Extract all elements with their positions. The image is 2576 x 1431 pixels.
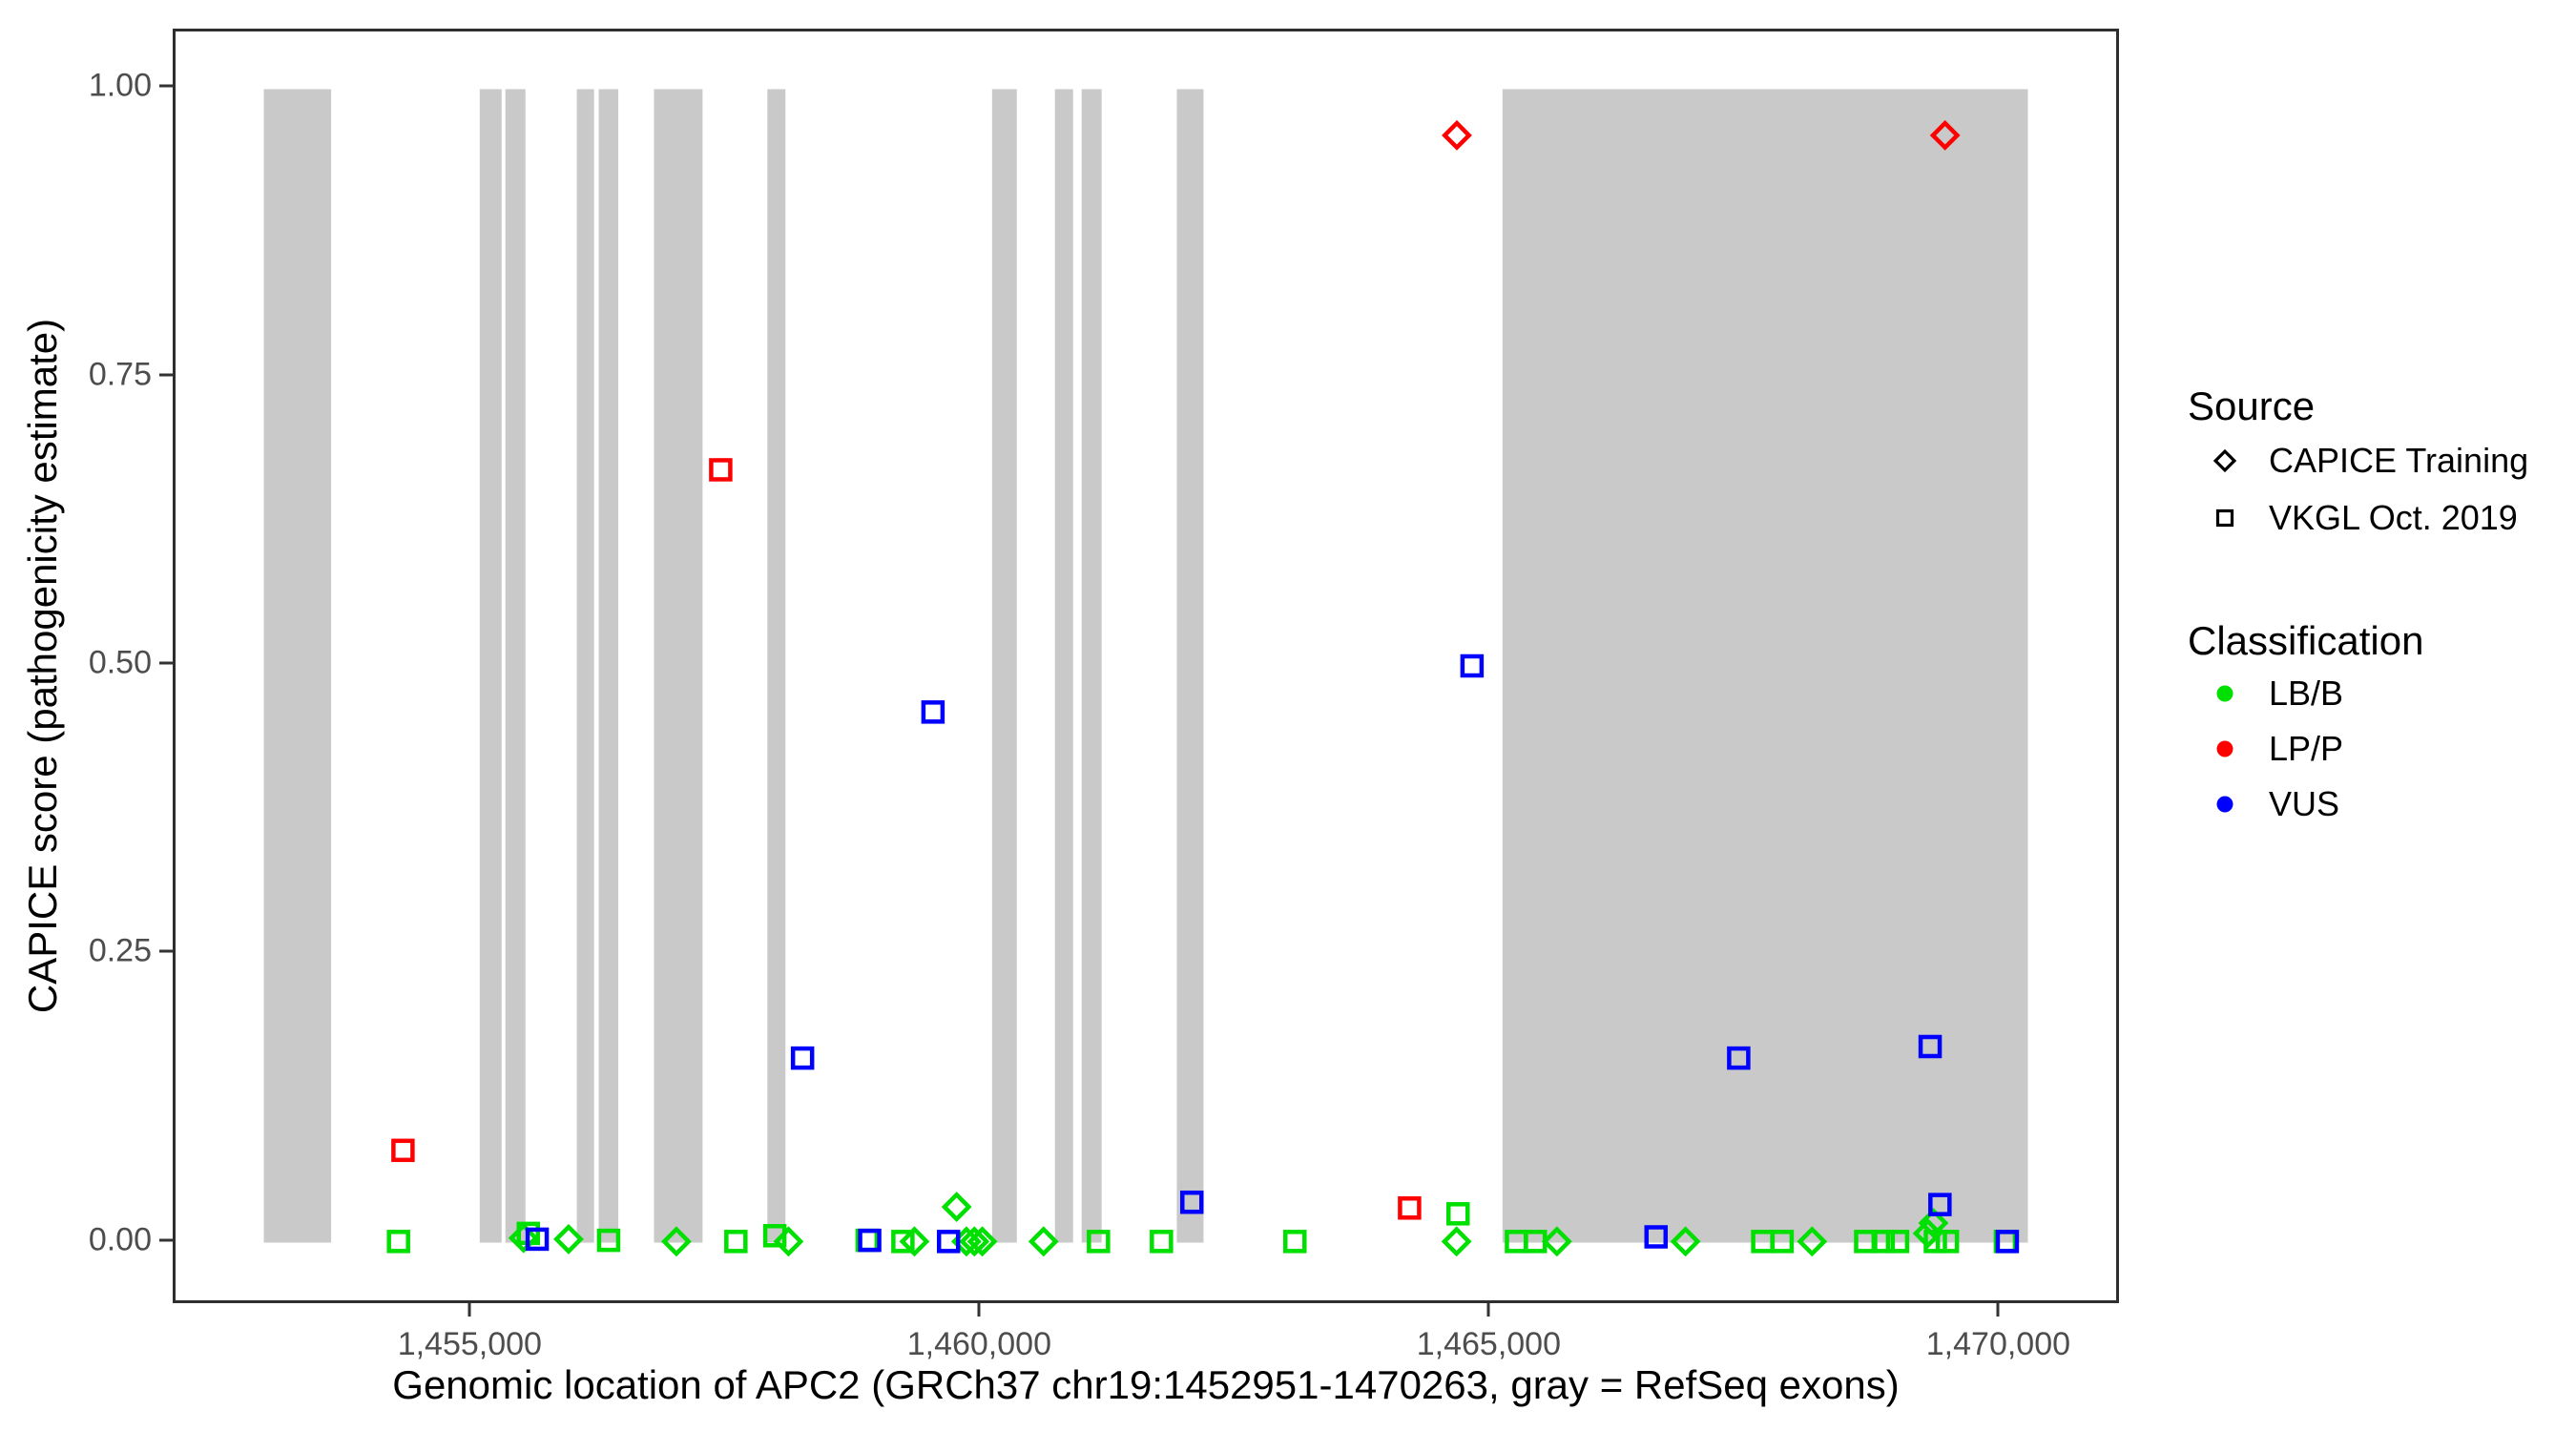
data-point — [941, 1192, 972, 1222]
x-axis-tick — [467, 1303, 471, 1317]
x-axis-tick-label: 1,465,000 — [1416, 1326, 1562, 1362]
data-point — [1935, 1230, 1960, 1254]
exon-band — [991, 89, 1017, 1243]
x-axis-tick — [977, 1303, 981, 1317]
legend-title-classification: Classification — [2188, 618, 2424, 663]
y-axis-tick — [159, 661, 173, 665]
data-point — [921, 700, 945, 724]
exon-band — [479, 89, 502, 1243]
data-point — [899, 1226, 930, 1257]
data-point — [1446, 1202, 1470, 1226]
diamond-outline-icon — [2212, 448, 2237, 473]
x-axis-tick — [1996, 1303, 2000, 1317]
data-point — [891, 1230, 915, 1254]
exon-band — [1502, 89, 2028, 1243]
x-axis-tick-label: 1,455,000 — [397, 1326, 542, 1362]
exon-band — [1176, 89, 1204, 1243]
data-point — [596, 1228, 621, 1253]
data-point — [951, 1226, 982, 1257]
data-point — [959, 1226, 990, 1257]
legend-item-label: VKGL Oct. 2019 — [2269, 498, 2518, 537]
data-point — [1912, 1217, 1943, 1249]
plot-panel — [173, 29, 2119, 1303]
legend-item-label: CAPICE Training — [2269, 441, 2529, 480]
exon-band — [576, 89, 594, 1243]
data-point — [1918, 1208, 1949, 1238]
data-point — [1797, 1226, 1828, 1257]
data-point — [858, 1228, 882, 1253]
legend-item-label: LB/B — [2269, 674, 2344, 713]
exon-band — [598, 89, 619, 1243]
data-point — [1541, 1226, 1572, 1257]
data-point — [1727, 1046, 1751, 1070]
y-axis-tick — [159, 949, 173, 953]
scatter-plot — [263, 89, 2028, 1257]
dot-icon — [2216, 740, 2233, 757]
data-point — [661, 1226, 692, 1257]
exon-band — [654, 89, 703, 1243]
data-point — [773, 1226, 804, 1257]
exon-band — [767, 89, 786, 1243]
y-axis-tick — [159, 84, 173, 88]
data-point — [1180, 1190, 1204, 1214]
y-axis-tick — [159, 373, 173, 377]
data-point — [1283, 1230, 1307, 1254]
legend-item-label: LP/P — [2269, 729, 2344, 768]
data-point — [1929, 119, 1961, 151]
exon-band — [505, 89, 526, 1243]
data-point — [1441, 1226, 1472, 1257]
data-point — [1150, 1230, 1174, 1254]
y-axis-tick-label: 0.00 — [88, 1221, 152, 1258]
data-point — [525, 1227, 550, 1252]
data-point — [1398, 1196, 1422, 1220]
data-point — [709, 458, 733, 482]
data-point — [1087, 1230, 1111, 1254]
square-outline-icon — [2215, 508, 2234, 528]
dot-icon — [2216, 685, 2233, 702]
dot-icon — [2216, 796, 2233, 813]
legend-title-source: Source — [2188, 384, 2316, 428]
data-point — [1644, 1225, 1669, 1249]
exon-band — [1054, 89, 1073, 1243]
y-axis-tick-label: 0.25 — [88, 932, 152, 969]
data-point — [386, 1230, 410, 1254]
x-axis-tick-label: 1,460,000 — [906, 1326, 1051, 1362]
data-point — [1028, 1226, 1059, 1257]
exon-band — [1081, 89, 1102, 1243]
data-point — [724, 1230, 748, 1254]
data-point — [790, 1046, 815, 1070]
data-point — [1670, 1226, 1701, 1257]
x-axis-title: Genomic location of APC2 (GRCh37 chr19:1… — [392, 1362, 1900, 1407]
data-point — [1995, 1230, 2020, 1254]
data-point — [553, 1224, 584, 1255]
legend-item-label: VUS — [2269, 784, 2340, 823]
data-point — [1918, 1034, 1942, 1059]
data-point — [966, 1226, 998, 1257]
data-point — [1928, 1192, 1952, 1216]
x-axis-tick-label: 1,470,000 — [1925, 1326, 2071, 1362]
y-axis-tick-label: 0.75 — [88, 356, 152, 393]
data-point — [1770, 1230, 1795, 1254]
data-point — [1442, 119, 1472, 151]
y-axis-tick-label: 0.50 — [88, 644, 152, 681]
y-axis-tick — [159, 1238, 173, 1242]
data-point — [936, 1230, 961, 1254]
x-axis-tick — [1486, 1303, 1490, 1317]
exon-band — [263, 89, 332, 1243]
data-point — [1885, 1230, 1910, 1254]
data-point — [1871, 1230, 1896, 1254]
y-axis-tick-label: 1.00 — [88, 67, 152, 104]
data-point — [391, 1138, 415, 1163]
data-point — [1460, 653, 1485, 678]
